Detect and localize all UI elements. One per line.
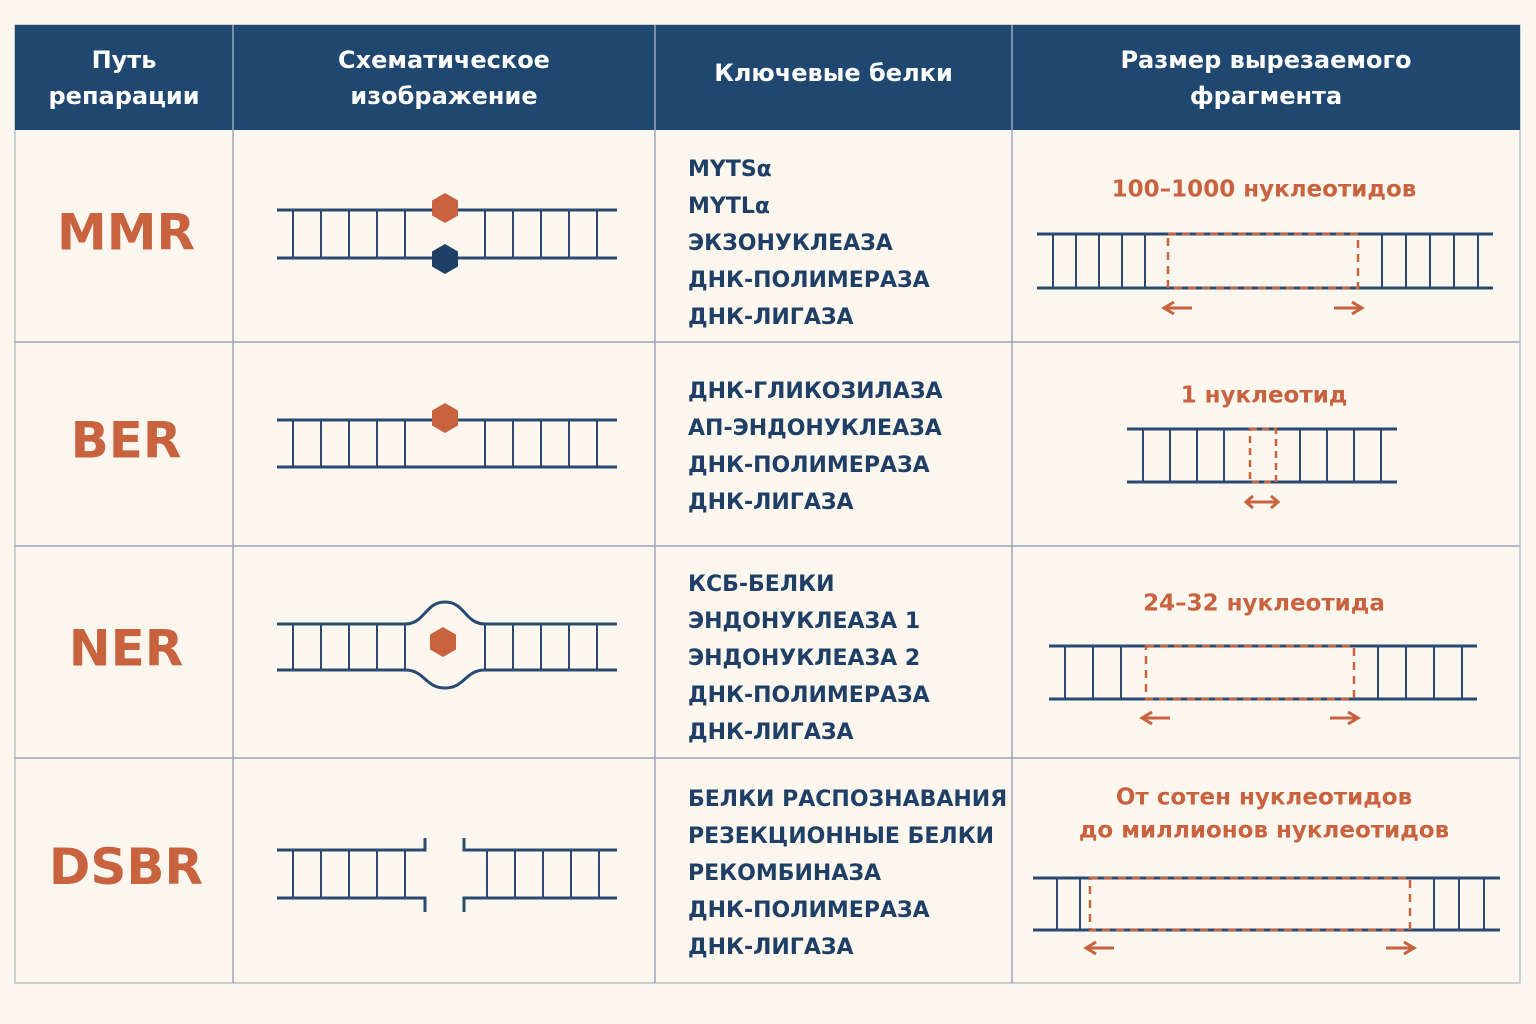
excised-fragment [1248, 427, 1278, 484]
arrow [1083, 940, 1114, 956]
pathway-name: NER [69, 620, 184, 678]
excised-fragment [1088, 876, 1412, 932]
protein: ДНК-ПОЛИМЕРАЗА [688, 453, 930, 478]
excised-fragment [1144, 644, 1356, 701]
strand [277, 838, 427, 852]
fragment-size: 24–32 нуклеотида [1143, 591, 1385, 617]
fragment-size: От сотен нуклеотидов [1116, 785, 1412, 811]
arrow [1161, 300, 1192, 316]
fragment-size: 100–1000 нуклеотидов [1112, 177, 1417, 203]
header-cell: Размер вырезаемого фрагмента [1120, 46, 1411, 110]
fragment-size: 1 нуклеотид [1181, 383, 1348, 409]
protein: РЕКОМБИНАЗА [688, 861, 881, 886]
strand [277, 896, 427, 912]
protein: ДНК-ЛИГАЗА [688, 490, 854, 515]
pathway-name: BER [71, 412, 182, 470]
protein: ЭНДОНУКЛЕАЗА 2 [688, 646, 920, 671]
protein: КСБ-БЕЛКИ [688, 572, 835, 597]
arrow [1386, 940, 1417, 956]
protein: ДНК-ПОЛИМЕРАЗА [688, 683, 930, 708]
table-bg [14, 24, 1521, 984]
protein: ЭНДОНУКЛЕАЗА 1 [688, 609, 920, 634]
protein: РЕЗЕКЦИОННЫЕ БЕЛКИ [688, 824, 994, 849]
protein: MYTLα [688, 194, 770, 219]
protein: MYTSα [688, 157, 772, 182]
lesion [430, 627, 456, 657]
header-bg [15, 25, 1520, 130]
arrow [1330, 710, 1361, 726]
arrow [1334, 300, 1365, 316]
pathway-name: DSBR [49, 838, 203, 896]
protein: АП-ЭНДОНУКЛЕАЗА [688, 416, 942, 441]
protein: ДНК-ГЛИКОЗИЛАЗА [688, 379, 943, 404]
arrow [1139, 710, 1170, 726]
arrow [1243, 494, 1281, 510]
header-cell: Ключевые белки [714, 59, 953, 87]
protein: ДНК-ЛИГАЗА [688, 720, 854, 745]
protein: ДНК-ЛИГАЗА [688, 935, 854, 960]
protein: ДНК-ПОЛИМЕРАЗА [688, 268, 930, 293]
protein: БЕЛКИ РАСПОЗНАВАНИЯ [688, 787, 1007, 812]
header-cell: Путь репарации [48, 46, 199, 110]
excised-fragment [1166, 232, 1360, 290]
fragment-size: до миллионов нуклеотидов [1079, 818, 1449, 844]
protein: ЭКЗОНУКЛЕАЗА [688, 231, 893, 256]
strand [462, 838, 617, 852]
header-cell: Схематическое изображение [338, 46, 550, 110]
strand [462, 896, 617, 912]
strand [277, 600, 617, 626]
lesion [432, 403, 458, 433]
protein: ДНК-ПОЛИМЕРАЗА [688, 898, 930, 923]
lesion [432, 244, 458, 274]
strand [277, 668, 617, 690]
pathway-name: MMR [57, 204, 195, 262]
lesion [432, 193, 458, 223]
protein: ДНК-ЛИГАЗА [688, 305, 854, 330]
